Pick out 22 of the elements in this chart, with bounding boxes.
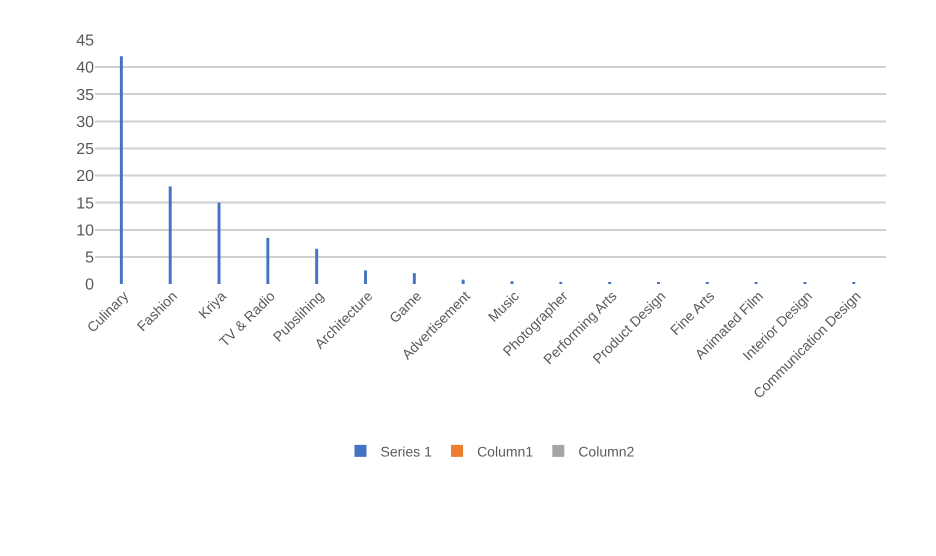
- bar: [462, 280, 465, 284]
- y-tick-label: 45: [76, 32, 94, 50]
- legend-label: Column1: [477, 443, 534, 460]
- bar: [510, 281, 514, 284]
- y-tick-label: 10: [76, 222, 94, 240]
- y-tick-label: 5: [85, 249, 94, 266]
- bar: [412, 273, 416, 284]
- bar: [218, 202, 220, 284]
- bar: [364, 270, 367, 284]
- bar: [266, 238, 270, 284]
- y-tick-label: 0: [85, 276, 94, 294]
- y-tick-label: 35: [76, 86, 94, 104]
- bar: [168, 186, 172, 284]
- y-tick-label: 40: [76, 60, 94, 77]
- legend-label: Series 1: [380, 443, 432, 460]
- bar: [120, 56, 123, 284]
- y-tick-label: 30: [76, 114, 94, 131]
- bar: [315, 248, 318, 284]
- legend-label: Column2: [578, 443, 635, 460]
- y-tick-label: 25: [76, 141, 94, 158]
- y-tick-label: 20: [76, 168, 94, 186]
- y-tick-label: 15: [76, 195, 94, 212]
